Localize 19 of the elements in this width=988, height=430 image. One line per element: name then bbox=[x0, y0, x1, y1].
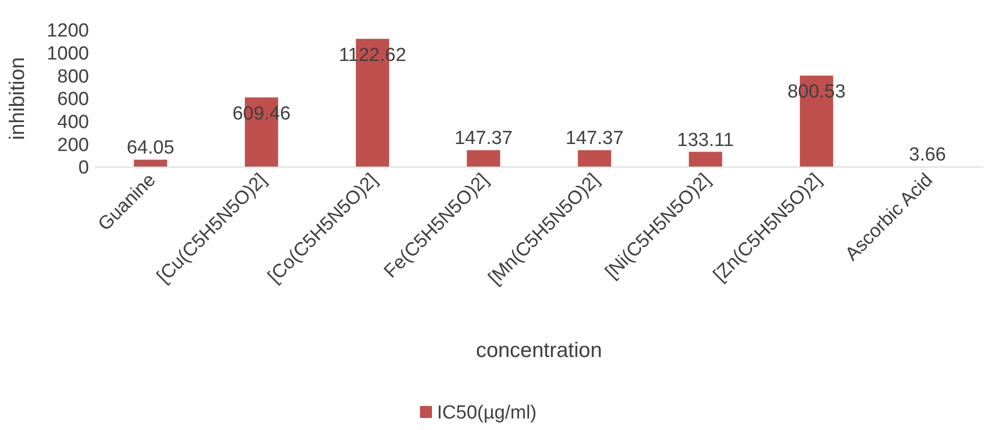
data-label: 64.05 bbox=[126, 138, 174, 159]
data-label: 147.37 bbox=[565, 128, 624, 150]
y-tick-label: 800 bbox=[57, 66, 89, 88]
bar bbox=[688, 152, 722, 167]
y-tick-label: 1200 bbox=[46, 20, 89, 42]
data-label: 147.37 bbox=[454, 128, 513, 150]
y-axis-title: inhibition bbox=[6, 57, 29, 140]
y-tick-label: 0 bbox=[78, 158, 89, 179]
legend-label: IC50(µg/ml) bbox=[437, 402, 537, 424]
data-label: 3.66 bbox=[909, 144, 946, 166]
x-axis-title: concentration bbox=[476, 339, 602, 362]
bar bbox=[134, 160, 168, 167]
y-tick-label: 200 bbox=[57, 134, 89, 156]
y-tick-label: 400 bbox=[57, 112, 89, 133]
bar bbox=[466, 150, 500, 167]
y-tick-label: 600 bbox=[57, 89, 89, 110]
bar bbox=[578, 150, 612, 167]
y-tick-label: 1000 bbox=[46, 43, 89, 64]
data-label: 133.11 bbox=[677, 130, 734, 151]
